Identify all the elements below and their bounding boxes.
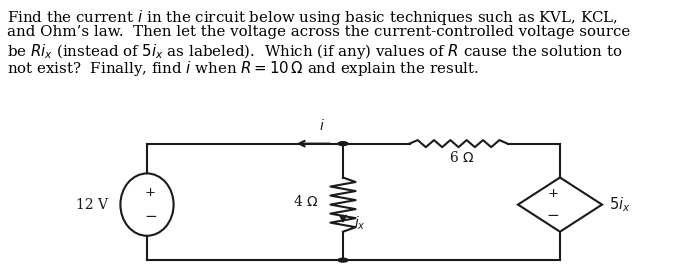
Text: 12 V: 12 V [76, 198, 108, 212]
Text: −: − [547, 208, 559, 223]
Text: +: + [145, 186, 156, 199]
Text: 6 $\Omega$: 6 $\Omega$ [449, 150, 475, 165]
Text: $i$: $i$ [319, 118, 325, 133]
Text: Find the current $i$ in the circuit below using basic techniques such as KVL, KC: Find the current $i$ in the circuit belo… [7, 8, 618, 27]
Text: +: + [547, 187, 559, 200]
Text: $i_x$: $i_x$ [354, 215, 365, 232]
Circle shape [338, 258, 348, 262]
Text: 4 $\Omega$: 4 $\Omega$ [293, 194, 319, 209]
Text: be $Ri_x$ (instead of $5i_x$ as labeled).  Which (if any) values of $R$ cause th: be $Ri_x$ (instead of $5i_x$ as labeled)… [7, 42, 622, 61]
Circle shape [338, 142, 348, 146]
Text: and Ohm’s law.  Then let the voltage across the current-controlled voltage sourc: and Ohm’s law. Then let the voltage acro… [7, 25, 630, 39]
Text: $5i_x$: $5i_x$ [609, 195, 631, 214]
Text: not exist?  Finally, find $i$ when $R = 10\,\Omega$ and explain the result.: not exist? Finally, find $i$ when $R = 1… [7, 59, 479, 78]
Text: −: − [144, 209, 157, 224]
